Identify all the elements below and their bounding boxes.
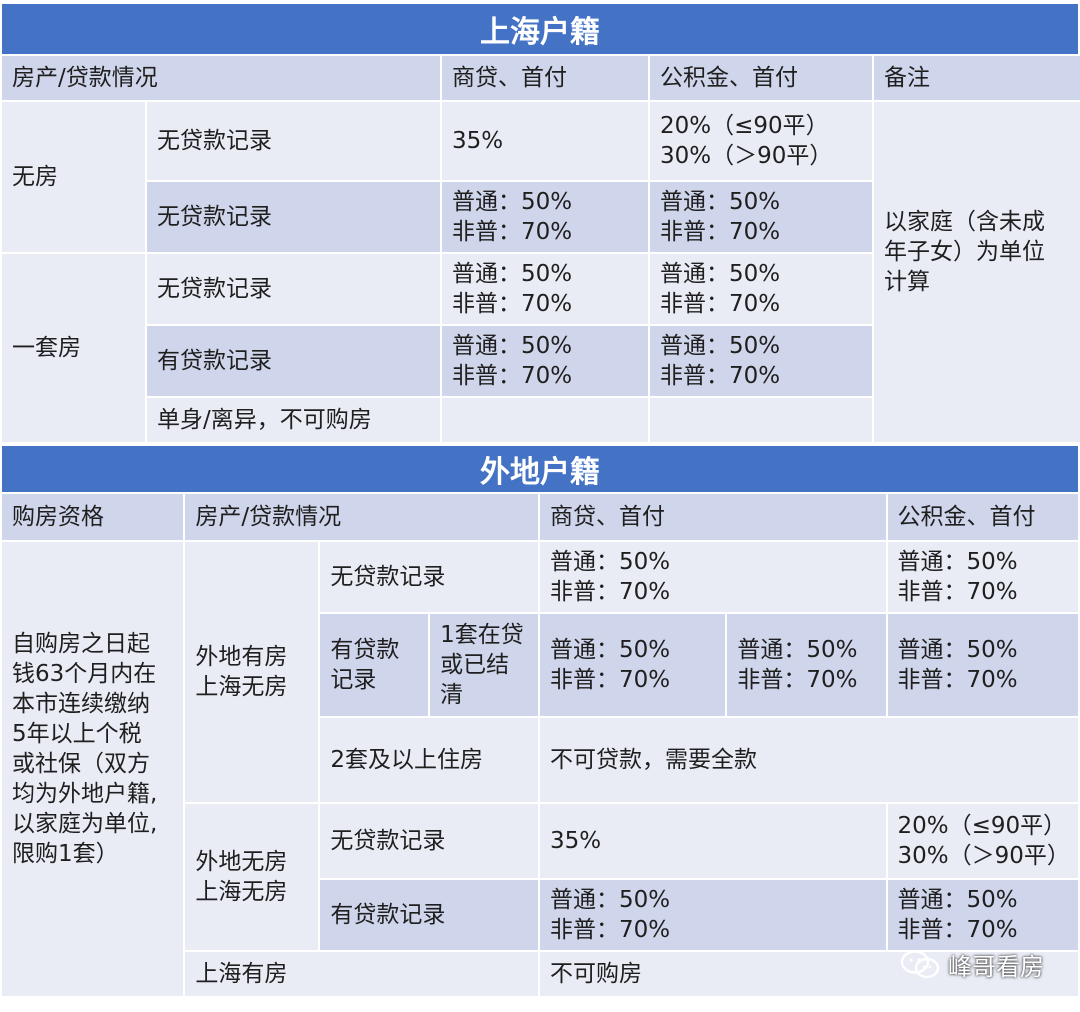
group-nonlocal-has-house: 外地有房 上海无房	[185, 542, 319, 802]
empty-cell	[442, 398, 648, 442]
table-row: 无贷款记录 普通：50% 非普：70% 普通：50% 非普：70%	[2, 182, 1080, 252]
shanghai-section-title: 上海户籍	[2, 4, 1078, 54]
nonlocal-table: 购房资格 房产/贷款情况 商贷、首付 公积金、首付 自购房之日起 钱63个月内在本…	[0, 492, 1080, 998]
commercial-value: 普通：50% 非普：70%	[539, 542, 886, 612]
table-row: 有贷款记录 普通：50% 非普：70% 普通：50% 非普：70%	[2, 326, 1080, 396]
group-nonlocal-no-house: 外地无房 上海无房	[185, 804, 319, 950]
shanghai-has-house: 上海有房	[185, 952, 538, 996]
one-house-label: 一套房	[2, 254, 145, 442]
loan-condition: 有贷款记录	[320, 880, 538, 950]
loan-condition: 无贷款记录	[147, 102, 440, 180]
table-row: 单身/离异，不可购房	[2, 398, 1080, 442]
header-qualification: 购房资格	[2, 494, 184, 540]
commercial-value: 普通：50% 非普：70%	[442, 326, 648, 396]
fund-value: 普通：50% 非普：70%	[650, 182, 872, 252]
fund-value: 普通：50% 非普：70%	[887, 614, 1078, 716]
nonlocal-section-title: 外地户籍	[2, 446, 1078, 492]
table-row: 一套房 无贷款记录 普通：50% 非普：70% 普通：50% 非普：70%	[2, 254, 1080, 442]
header-notes: 备注	[874, 56, 1080, 100]
commercial-value-2: 普通：50% 非普：70%	[727, 614, 886, 716]
notes-cell: 以家庭（含未成 年子女）为单位 计算	[874, 102, 1080, 442]
fund-value: 普通：50% 非普：70%	[650, 326, 872, 396]
table-row: 有贷款记录 普通：50% 非普：70% 普通：50% 非普：70%	[2, 880, 1078, 950]
empty-cell	[650, 398, 872, 442]
no-house-label: 无房	[2, 102, 145, 252]
single-divorced-note: 单身/离异，不可购房	[147, 398, 440, 442]
header-commercial-downpayment: 商贷、首付	[539, 494, 886, 540]
table-row: 上海有房 不可购房	[2, 952, 1078, 996]
fund-value: 普通：50% 非普：70%	[887, 880, 1078, 950]
header-fund-downpayment: 公积金、首付	[887, 494, 1078, 540]
loan-condition: 有贷款记录	[147, 326, 440, 396]
commercial-value: 35%	[539, 804, 886, 878]
loan-condition: 无贷款记录	[320, 542, 538, 612]
loan-condition: 无贷款记录	[147, 182, 440, 252]
fund-value: 20%（≤90平） 30%（＞90平）	[887, 804, 1078, 878]
header-property-loan: 房产/贷款情况	[2, 56, 440, 100]
watermark-text: 峰哥看房	[948, 953, 1044, 981]
commercial-value: 普通：50% 非普：70%	[539, 614, 726, 716]
table-row: 2套及以上住房 不可贷款，需要全款	[2, 718, 1078, 802]
loan-condition: 2套及以上住房	[320, 718, 538, 802]
header-commercial-downpayment: 商贷、首付	[442, 56, 648, 100]
table-row: 外地无房 上海无房 无贷款记录 35% 20%（≤90平） 30%（＞90平）	[2, 804, 1078, 950]
shanghai-header-row: 房产/贷款情况 商贷、首付 公积金、首付 备注	[2, 56, 1080, 100]
fund-value: 普通：50% 非普：70%	[650, 254, 872, 324]
table-row: 无房 无贷款记录 35% 20%（≤90平） 30%（＞90平） 以家庭（含未成年…	[2, 102, 1080, 442]
no-purchase: 不可购房	[539, 952, 1078, 996]
qualification-cell: 自购房之日起 钱63个月内在 本市连续缴纳 5年以上个税 或社保（双方 均为外地户籍, 以…	[2, 542, 184, 996]
shanghai-table: 房产/贷款情况 商贷、首付 公积金、首付 备注 无房 无贷款记录 35% 20%…	[0, 54, 1080, 444]
loan-sub-condition: 1套在贷 或已结清	[430, 614, 538, 716]
fund-value: 普通：50% 非普：70%	[887, 542, 1078, 612]
nonlocal-header-row: 购房资格 房产/贷款情况 商贷、首付 公积金、首付	[2, 494, 1078, 540]
header-fund-downpayment: 公积金、首付	[650, 56, 872, 100]
header-property-loan: 房产/贷款情况	[185, 494, 538, 540]
commercial-value: 普通：50% 非普：70%	[539, 880, 886, 950]
wechat-icon	[900, 949, 940, 978]
commercial-value: 35%	[442, 102, 648, 180]
commercial-value: 普通：50% 非普：70%	[442, 254, 648, 324]
commercial-value: 不可贷款，需要全款	[539, 718, 1078, 802]
loan-condition: 无贷款记录	[320, 804, 538, 878]
table-row: 自购房之日起 钱63个月内在 本市连续缴纳 5年以上个税 或社保（双方 均为外地户籍, 以…	[2, 542, 1078, 996]
table-row: 有贷款 记录 1套在贷 或已结清 普通：50% 非普：70% 普通：50% 非普：70%…	[2, 614, 1078, 716]
fund-value: 20%（≤90平） 30%（＞90平）	[650, 102, 872, 180]
commercial-value: 普通：50% 非普：70%	[442, 182, 648, 252]
loan-condition: 有贷款记录	[320, 614, 429, 716]
loan-condition: 无贷款记录	[147, 254, 440, 324]
watermark: 峰哥看房	[900, 947, 1044, 982]
